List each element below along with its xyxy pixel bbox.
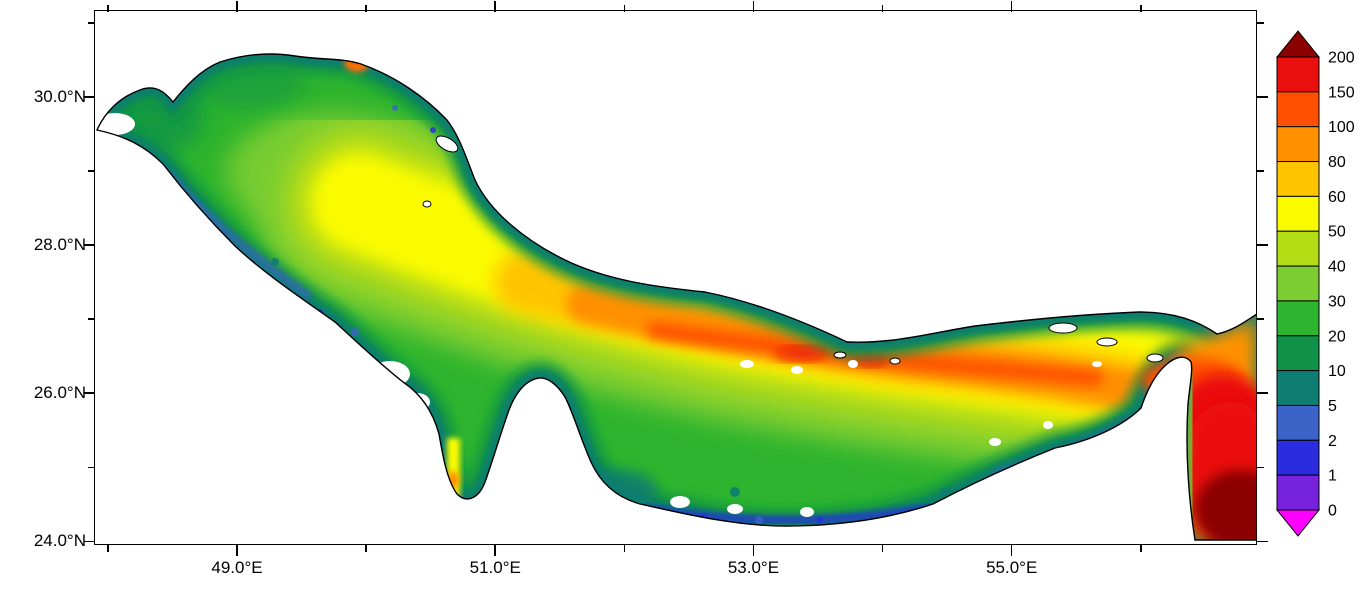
colorbar-segment: [1276, 161, 1320, 197]
y-tick-right: [1257, 244, 1268, 246]
colorbar-label: 2: [1328, 433, 1337, 450]
y-tick-left: [84, 392, 95, 394]
x-tick-top: [1140, 5, 1142, 12]
x-tick-label: 51.0°E: [469, 558, 521, 577]
y-tick-left: [88, 318, 95, 320]
y-tick-label: 26.0°N: [33, 383, 86, 403]
x-tick-bottom: [1010, 545, 1013, 556]
x-tick-label: 55.0°E: [986, 558, 1038, 577]
colorbar-segment: [1276, 230, 1320, 267]
colorbar-segment: [1276, 126, 1320, 163]
x-tick-bottom: [236, 545, 238, 556]
y-tick-left: [84, 244, 95, 246]
colorbar-label: 100: [1328, 119, 1355, 136]
colorbar-over-arrow: [1275, 30, 1321, 58]
x-tick-bottom: [881, 545, 884, 552]
colorbar-label: 200: [1328, 50, 1355, 67]
colorbar-label: 50: [1328, 224, 1346, 241]
y-tick-label: 24.0°N: [33, 531, 86, 551]
colorbar-label: 40: [1328, 259, 1346, 276]
y-tick-right: [1257, 392, 1268, 394]
islands: [422, 135, 1164, 365]
colorbar-segment: [1276, 404, 1320, 441]
y-tick-right: [1257, 466, 1264, 469]
y-tick-left: [88, 466, 95, 469]
y-tick-left: [88, 22, 95, 24]
colorbar-segment: [1276, 56, 1320, 93]
x-tick-bottom: [1140, 545, 1142, 552]
colorbar-label: 30: [1328, 293, 1346, 310]
x-tick-bottom: [365, 545, 367, 552]
colorbar-segment: [1276, 474, 1320, 511]
x-tick-bottom: [107, 545, 109, 552]
colorbar-label: 20: [1328, 328, 1346, 345]
x-tick-top: [1010, 1, 1013, 12]
y-tick-right: [1257, 318, 1264, 320]
colorbar-segment: [1276, 335, 1320, 372]
y-tick-left: [88, 170, 95, 172]
colorbar-segment: [1276, 91, 1320, 128]
x-tick-top: [623, 5, 626, 12]
plot-frame: [94, 10, 1257, 545]
y-tick-label: 28.0°N: [33, 235, 86, 255]
colorbar-container: 200 150 100 80 60 50 40 30 20 10 5 2 1 0: [1270, 18, 1370, 563]
x-tick-top: [107, 5, 109, 12]
colorbar-segment: [1276, 370, 1320, 406]
y-tick-right: [1257, 170, 1264, 172]
x-tick-top: [494, 1, 496, 12]
colorbar-segment: [1276, 195, 1320, 232]
colorbar-label: 5: [1328, 398, 1337, 415]
y-tick-left: [84, 96, 95, 98]
x-tick-bottom: [623, 545, 626, 552]
colorbar-segment: [1276, 439, 1320, 476]
x-tick-label: 53.0°E: [727, 558, 780, 577]
colorbar-label: 1: [1328, 468, 1337, 485]
y-tick-left: [84, 540, 95, 543]
colorbar-label: 150: [1328, 84, 1355, 101]
colorbar-segment: [1276, 300, 1320, 337]
x-tick-top: [752, 1, 755, 12]
colorbar-label: 80: [1328, 154, 1346, 171]
x-tick-bottom: [494, 545, 496, 556]
x-tick-bottom: [752, 545, 755, 556]
colorbar-label: 60: [1328, 189, 1346, 206]
colorbar-label: 10: [1328, 363, 1346, 380]
field-layers: [97, 54, 1257, 540]
colorbar-segment: [1276, 265, 1320, 302]
y-tick-right: [1257, 96, 1268, 98]
y-tick-label: 30.0°N: [33, 87, 86, 107]
y-tick-right: [1257, 22, 1264, 24]
x-tick-label: 49.0°E: [211, 558, 263, 577]
gulf-heatmap: [96, 53, 1257, 541]
x-tick-top: [236, 1, 238, 12]
colorbar-under-arrow: [1275, 509, 1321, 537]
y-tick-right: [1257, 540, 1268, 543]
x-tick-top: [365, 5, 367, 12]
colorbar-label: 0: [1328, 503, 1337, 520]
x-tick-top: [881, 5, 884, 12]
